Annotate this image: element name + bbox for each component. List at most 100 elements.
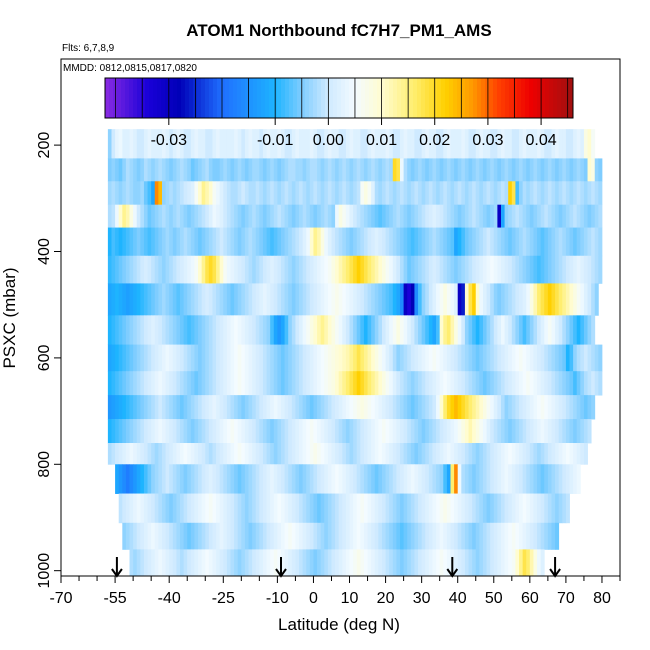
heatmap-cell	[122, 227, 127, 257]
heatmap-cell	[237, 493, 242, 524]
heatmap-cell	[335, 549, 340, 576]
heatmap-cell	[439, 464, 444, 494]
heatmap-cell	[454, 419, 459, 444]
heatmap-cell	[407, 522, 412, 550]
heatmap-cell	[306, 443, 311, 465]
x-tick-label: 80	[593, 590, 611, 607]
heatmap-cell	[537, 419, 542, 444]
heatmap-cell	[353, 283, 358, 316]
heatmap-cell	[223, 522, 228, 550]
heatmap-cell	[400, 522, 405, 550]
heatmap-cell	[154, 395, 159, 420]
heatmap-cell	[115, 371, 120, 396]
heatmap-cell	[230, 493, 235, 524]
heatmap-cell	[443, 443, 448, 465]
heatmap-cell	[472, 493, 477, 524]
heatmap-cell	[533, 283, 538, 316]
heatmap-cell	[194, 443, 199, 465]
colorbar-swatch	[449, 78, 454, 118]
heatmap-cell	[486, 464, 491, 494]
heatmap-cell	[526, 443, 531, 465]
heatmap-cell	[562, 204, 567, 228]
heatmap-cell	[591, 344, 596, 372]
heatmap-cell	[576, 344, 581, 372]
heatmap-cell	[454, 315, 459, 345]
heatmap-cell	[378, 493, 383, 524]
heatmap-cell	[208, 315, 213, 345]
heatmap-cell	[198, 419, 203, 444]
heatmap-cell	[526, 129, 531, 159]
heatmap-cell	[230, 371, 235, 396]
heatmap-cell	[558, 181, 563, 206]
heatmap-cell	[436, 371, 441, 396]
heatmap-cell	[594, 283, 599, 316]
heatmap-cell	[421, 129, 426, 159]
heatmap-cell	[180, 227, 185, 257]
heatmap-cell	[583, 344, 588, 372]
heatmap-cell	[115, 158, 120, 182]
heatmap-cell	[194, 522, 199, 550]
heatmap-cell	[324, 283, 329, 316]
heatmap-cell	[389, 315, 394, 345]
heatmap-cell	[540, 371, 545, 396]
colorbar-swatch	[161, 78, 166, 118]
heatmap-cell	[342, 493, 347, 524]
heatmap-cell	[169, 464, 174, 494]
heatmap-cell	[490, 283, 495, 316]
heatmap-cell	[468, 158, 473, 182]
heatmap-cell	[407, 227, 412, 257]
heatmap-cell	[428, 129, 433, 159]
heatmap-cell	[345, 181, 350, 206]
heatmap-cell	[414, 344, 419, 372]
heatmap-cell	[335, 464, 340, 494]
heatmap-cell	[598, 227, 603, 257]
heatmap-cell	[234, 395, 239, 420]
heatmap-cell	[205, 464, 210, 494]
heatmap-cell	[324, 464, 329, 494]
heatmap-cell	[407, 395, 412, 420]
heatmap-cell	[288, 204, 293, 228]
heatmap-cell	[262, 419, 267, 444]
heatmap-cell	[555, 522, 560, 550]
heatmap-cell	[515, 493, 520, 524]
heatmap-cell	[562, 158, 567, 182]
heatmap-cell	[360, 315, 365, 345]
heatmap-cell	[223, 371, 228, 396]
heatmap-cell	[479, 204, 484, 228]
heatmap-cell	[381, 158, 386, 182]
heatmap-cell	[223, 158, 228, 182]
heatmap-cell	[421, 255, 426, 284]
heatmap-cell	[270, 227, 275, 257]
heatmap-cell	[540, 204, 545, 228]
heatmap-cell	[187, 464, 192, 494]
heatmap-cell	[306, 419, 311, 444]
heatmap-cell	[205, 181, 210, 206]
heatmap-cell	[241, 419, 246, 444]
heatmap-cell	[522, 493, 527, 524]
heatmap-cell	[353, 371, 358, 396]
heatmap-cell	[338, 283, 343, 316]
heatmap-cell	[551, 158, 556, 182]
heatmap-cell	[392, 493, 397, 524]
heatmap-cell	[151, 371, 156, 396]
heatmap-cell	[194, 181, 199, 206]
heatmap-cell	[331, 443, 336, 465]
heatmap-cell	[169, 227, 174, 257]
heatmap-cell	[493, 181, 498, 206]
colorbar-swatch	[477, 78, 482, 118]
heatmap-cell	[306, 344, 311, 372]
heatmap-cell	[360, 419, 365, 444]
heatmap-cell	[295, 371, 300, 396]
heatmap-cell	[252, 419, 257, 444]
heatmap-cell	[317, 493, 322, 524]
heatmap-cell	[335, 419, 340, 444]
heatmap-cell	[540, 283, 545, 316]
heatmap-cell	[219, 227, 224, 257]
heatmap-cell	[573, 227, 578, 257]
heatmap-cell	[515, 204, 520, 228]
heatmap-cell	[360, 522, 365, 550]
colorbar-swatch	[205, 78, 210, 118]
heatmap-cell	[515, 419, 520, 444]
heatmap-cell	[475, 464, 480, 494]
